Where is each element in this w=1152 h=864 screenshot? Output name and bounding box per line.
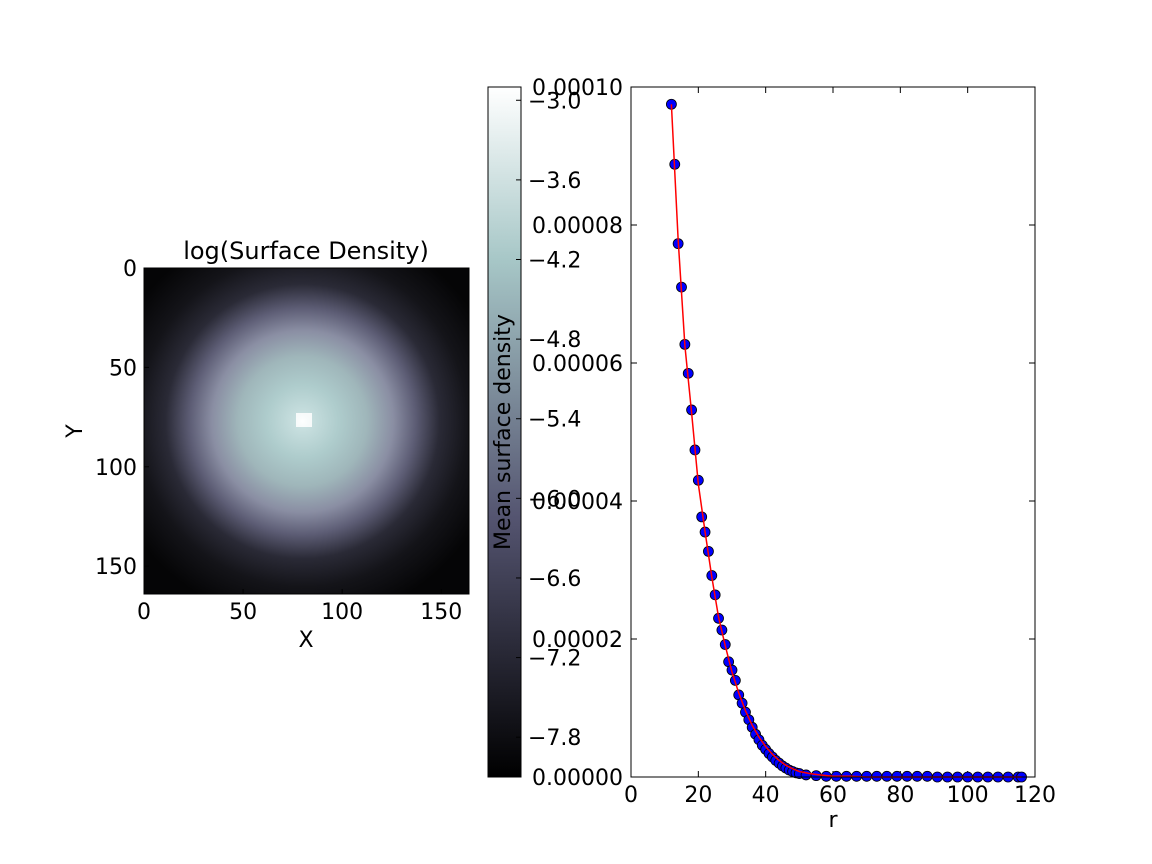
colorbar-tick-label: −3.6 (528, 169, 581, 194)
colorbar-tick-label: −7.2 (528, 647, 581, 672)
profile-x-tick-label: 20 (684, 783, 712, 808)
heatmap-x-tick-label: 100 (321, 600, 363, 625)
profile-data-points (666, 98, 1027, 783)
colorbar-tick-label: −5.4 (528, 408, 581, 433)
profile-x-tick-label: 60 (819, 783, 847, 808)
heatmap-y-tick-label: 50 (109, 356, 137, 381)
heatmap-y-tick-label: 0 (123, 257, 137, 282)
colorbar-tick-label: −3.0 (528, 89, 581, 114)
colorbar-ticks: −3.0 −3.6 −4.2 −4.8 −5.4 −6.0 −6.6 −7.2 −7.8 (516, 89, 581, 751)
profile-data-point (696, 511, 708, 523)
colorbar-tick-label: −4.8 (528, 328, 581, 353)
heatmap-peak (296, 413, 312, 427)
profile-x-ticks: 0 20 40 60 80 100 120 (624, 87, 1056, 808)
colorbar-tick-label: −6.0 (528, 487, 581, 512)
profile-x-label: r (828, 808, 838, 833)
heatmap-x-ticks: 0 50 100 150 (137, 589, 462, 625)
profile-x-tick-label: 0 (624, 783, 638, 808)
profile-x-tick-label: 40 (752, 783, 780, 808)
profile-x-tick-label: 80 (886, 783, 914, 808)
heatmap-y-tick-label: 100 (95, 456, 137, 481)
heatmap-y-label: Y (63, 424, 88, 439)
profile-y-label: Mean surface density (491, 314, 516, 550)
profile-y-tick-label: 0.00010 (532, 76, 623, 101)
colorbar-tick-label: −6.6 (528, 567, 581, 592)
profile-x-tick-label: 120 (1014, 783, 1056, 808)
colorbar-gradient (488, 87, 521, 777)
profile-y-tick-label: 0.00006 (532, 352, 623, 377)
colorbar-frame (487, 86, 522, 778)
profile-y-tick-label: 0.00008 (532, 214, 623, 239)
colorbar-tick-label: −7.8 (528, 726, 581, 751)
heatmap-title: log(Surface Density) (183, 237, 429, 265)
profile-frame (630, 86, 1036, 778)
profile-y-tick-label: 0.00004 (532, 490, 623, 515)
profile-y-tick-label: 0.00000 (532, 766, 623, 791)
heatmap-x-tick-label: 150 (420, 600, 462, 625)
colorbar: −3.0 −3.6 −4.2 −4.8 −5.4 −6.0 −6.6 −7.2 −7.8 (487, 86, 581, 778)
profile-fit-line (670, 104, 1022, 778)
profile-y-tick-label: 0.00002 (532, 628, 623, 653)
heatmap-panel: log(Surface Density) 0 50 100 150 0 50 100 150… (63, 237, 470, 653)
colorbar-tick-label: −4.2 (528, 249, 581, 274)
heatmap-x-label: X (298, 628, 313, 653)
heatmap-x-tick-label: 50 (229, 600, 257, 625)
profile-panel: 0.00000 0.00002 0.00004 0.00006 0.00008 0.000… (491, 76, 1056, 833)
heatmap-y-tick-label: 150 (95, 555, 137, 580)
heatmap-frame (143, 267, 470, 595)
profile-x-tick-label: 100 (947, 783, 989, 808)
heatmap-x-tick-label: 0 (137, 600, 151, 625)
heatmap-image (144, 268, 469, 594)
profile-y-ticks: 0.00000 0.00002 0.00004 0.00006 0.00008 0.000… (532, 76, 1035, 791)
heatmap-y-ticks: 0 50 100 150 (95, 257, 149, 580)
